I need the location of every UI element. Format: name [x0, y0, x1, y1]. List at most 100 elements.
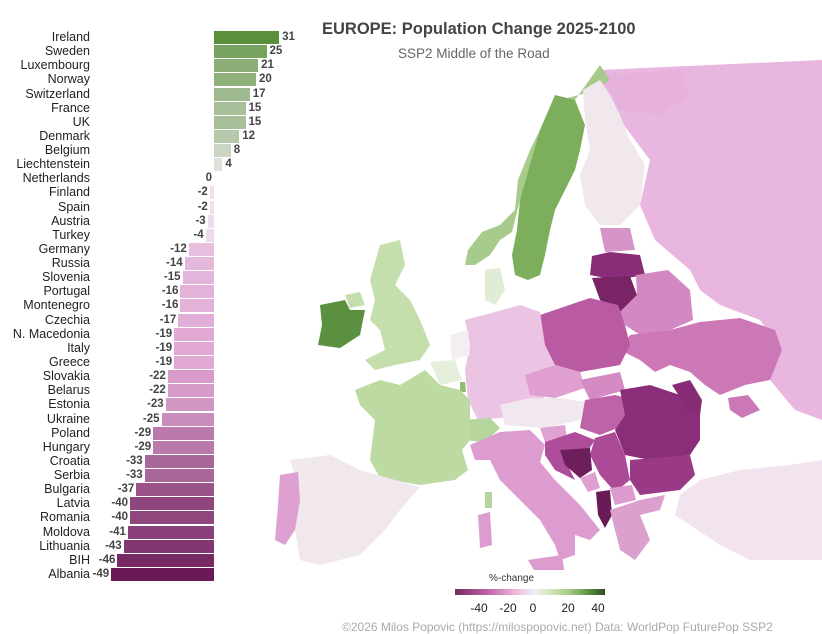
bar-value: -16 [161, 285, 179, 298]
bar-label: Slovenia [42, 270, 90, 285]
bar-label: Belgium [44, 143, 90, 158]
bar-row: Sweden 25 [0, 44, 300, 59]
map-austria [500, 398, 585, 428]
bar-value: 8 [233, 144, 241, 157]
bar [182, 271, 214, 285]
bar-row: Montenegro -16 [0, 298, 300, 313]
bar-label: Russia [51, 256, 90, 271]
bar-row: Bulgaria -37 [0, 482, 300, 497]
bar-value: 25 [269, 45, 283, 58]
map-north-macedonia [610, 485, 636, 505]
bar-value: -19 [155, 327, 173, 340]
bar [165, 398, 214, 412]
bar-label: Liechtenstein [16, 157, 90, 172]
bar-label: Germany [38, 241, 90, 256]
bar-row: France 15 [0, 101, 300, 115]
map-luxembourg [460, 382, 466, 392]
bar-value: 12 [242, 129, 255, 142]
bar-value: -49 [92, 567, 110, 580]
bar [167, 370, 214, 384]
bar [184, 257, 214, 271]
bar-label: Turkey [52, 227, 90, 242]
bar-row: UK 15 [0, 115, 300, 129]
source-caption: ©2026 Milos Popovic (https://milospopovi… [342, 620, 773, 634]
map-switzerland [462, 418, 500, 442]
map-spain [290, 455, 420, 565]
bar-row: Czechia -17 [0, 313, 300, 327]
bar-row: Latvia -40 [0, 496, 300, 511]
bar-row: Liechtenstein 4 [0, 157, 300, 172]
map-montenegro [580, 472, 600, 492]
bar [174, 327, 214, 341]
map-ireland [318, 300, 365, 348]
map-netherlands [450, 330, 470, 360]
bar-label: Netherlands [22, 171, 90, 186]
bar-row: Lithuania -43 [0, 539, 300, 553]
bar-label: UK [72, 114, 90, 129]
bar [205, 228, 214, 242]
map-poland [540, 298, 630, 372]
bar-label: Luxembourg [20, 58, 91, 73]
bar [180, 299, 214, 313]
bar [207, 214, 214, 228]
bar-row: Poland -29 [0, 426, 300, 440]
bar-row: Russia -14 [0, 256, 300, 271]
bar-value: 4 [225, 158, 232, 171]
bar-label: Ireland [51, 30, 90, 44]
map-bih [560, 448, 592, 478]
bar-label: Italy [67, 340, 90, 355]
bar-value: 0 [205, 172, 212, 185]
legend-tick: 0 [529, 601, 537, 615]
bar [178, 313, 214, 327]
map-italy [470, 430, 600, 560]
bar [209, 200, 214, 214]
bar-row: Albania -49 [0, 567, 300, 581]
bar-label: Switzerland [25, 86, 90, 101]
bar-label: N. Macedonia [12, 326, 90, 341]
bar-row: Ireland 31 [0, 30, 300, 44]
bar-row: Austria -3 [0, 214, 300, 228]
map-uk [365, 240, 430, 370]
bar-value: -2 [197, 200, 208, 213]
bar [123, 539, 214, 553]
bar-row: Slovenia -15 [0, 270, 300, 285]
bar-row: Estonia -23 [0, 397, 300, 412]
bar-value: -41 [109, 525, 126, 538]
bar-value: 20 [259, 73, 272, 86]
bar-value: -22 [149, 384, 166, 397]
map-lithuania [592, 276, 637, 312]
bar-label: Moldova [42, 524, 90, 539]
map-moldova [672, 380, 702, 415]
map-france [355, 370, 470, 485]
legend-tick: 40 [591, 601, 605, 615]
map-sardinia [478, 512, 492, 548]
bar [214, 59, 259, 73]
bar-label: Albania [48, 566, 90, 581]
bar-value: 21 [261, 59, 274, 72]
map-greece [610, 495, 665, 560]
bar [214, 31, 280, 44]
bar [214, 144, 231, 158]
map-belarus [620, 270, 693, 335]
bar-label: Denmark [39, 128, 90, 143]
bar [153, 440, 214, 454]
map-denmark [485, 268, 505, 305]
bar-value: -15 [163, 271, 181, 284]
bar-label: Ukraine [46, 411, 90, 426]
bar-row: Ukraine -25 [0, 412, 300, 426]
bar-row: Turkey -4 [0, 228, 300, 242]
bar-label: Hungary [42, 439, 90, 454]
chart-title: EUROPE: Population Change 2025-2100 [322, 20, 636, 38]
bar-value: 17 [252, 87, 266, 100]
bar [117, 553, 214, 567]
bar-row: Luxembourg 21 [0, 58, 300, 73]
bar-label: Romania [39, 510, 90, 525]
map-corsica [485, 492, 492, 508]
bar-value: -43 [105, 539, 122, 552]
bar-label: BIH [69, 552, 90, 567]
bar-row: Hungary -29 [0, 440, 300, 454]
bar [130, 497, 214, 511]
bar-row: Spain -2 [0, 200, 300, 214]
legend-colorbar [455, 589, 605, 595]
legend-title: %-change [489, 573, 535, 584]
